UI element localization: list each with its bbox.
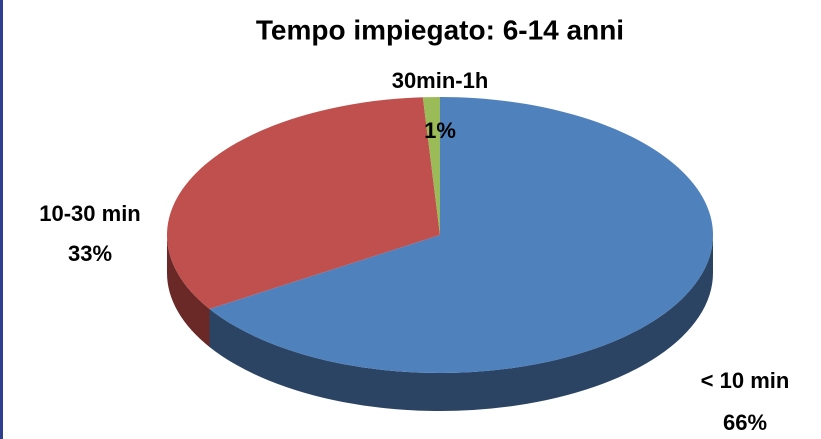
slice-label: 30min-1h <box>392 68 489 93</box>
chart-title: Tempo impiegato: 6-14 anni <box>256 14 624 45</box>
slice-label: 10-30 min <box>39 201 141 226</box>
slice <box>422 97 440 235</box>
slice-side <box>209 235 713 411</box>
slice-side <box>167 235 210 347</box>
slice <box>167 97 440 309</box>
slice-value-label: 66% <box>723 410 767 435</box>
slice <box>209 96 714 373</box>
slice-value-label: 1% <box>424 118 456 143</box>
pie-sides <box>167 235 713 411</box>
frame-edge <box>0 0 3 439</box>
pie-labels: < 10 min 66% 10-30 min 33% 30min-1h 1% <box>39 68 789 435</box>
slice-label: < 10 min <box>701 368 790 393</box>
slice-value-label: 33% <box>68 241 112 266</box>
pie-tops <box>167 96 714 373</box>
